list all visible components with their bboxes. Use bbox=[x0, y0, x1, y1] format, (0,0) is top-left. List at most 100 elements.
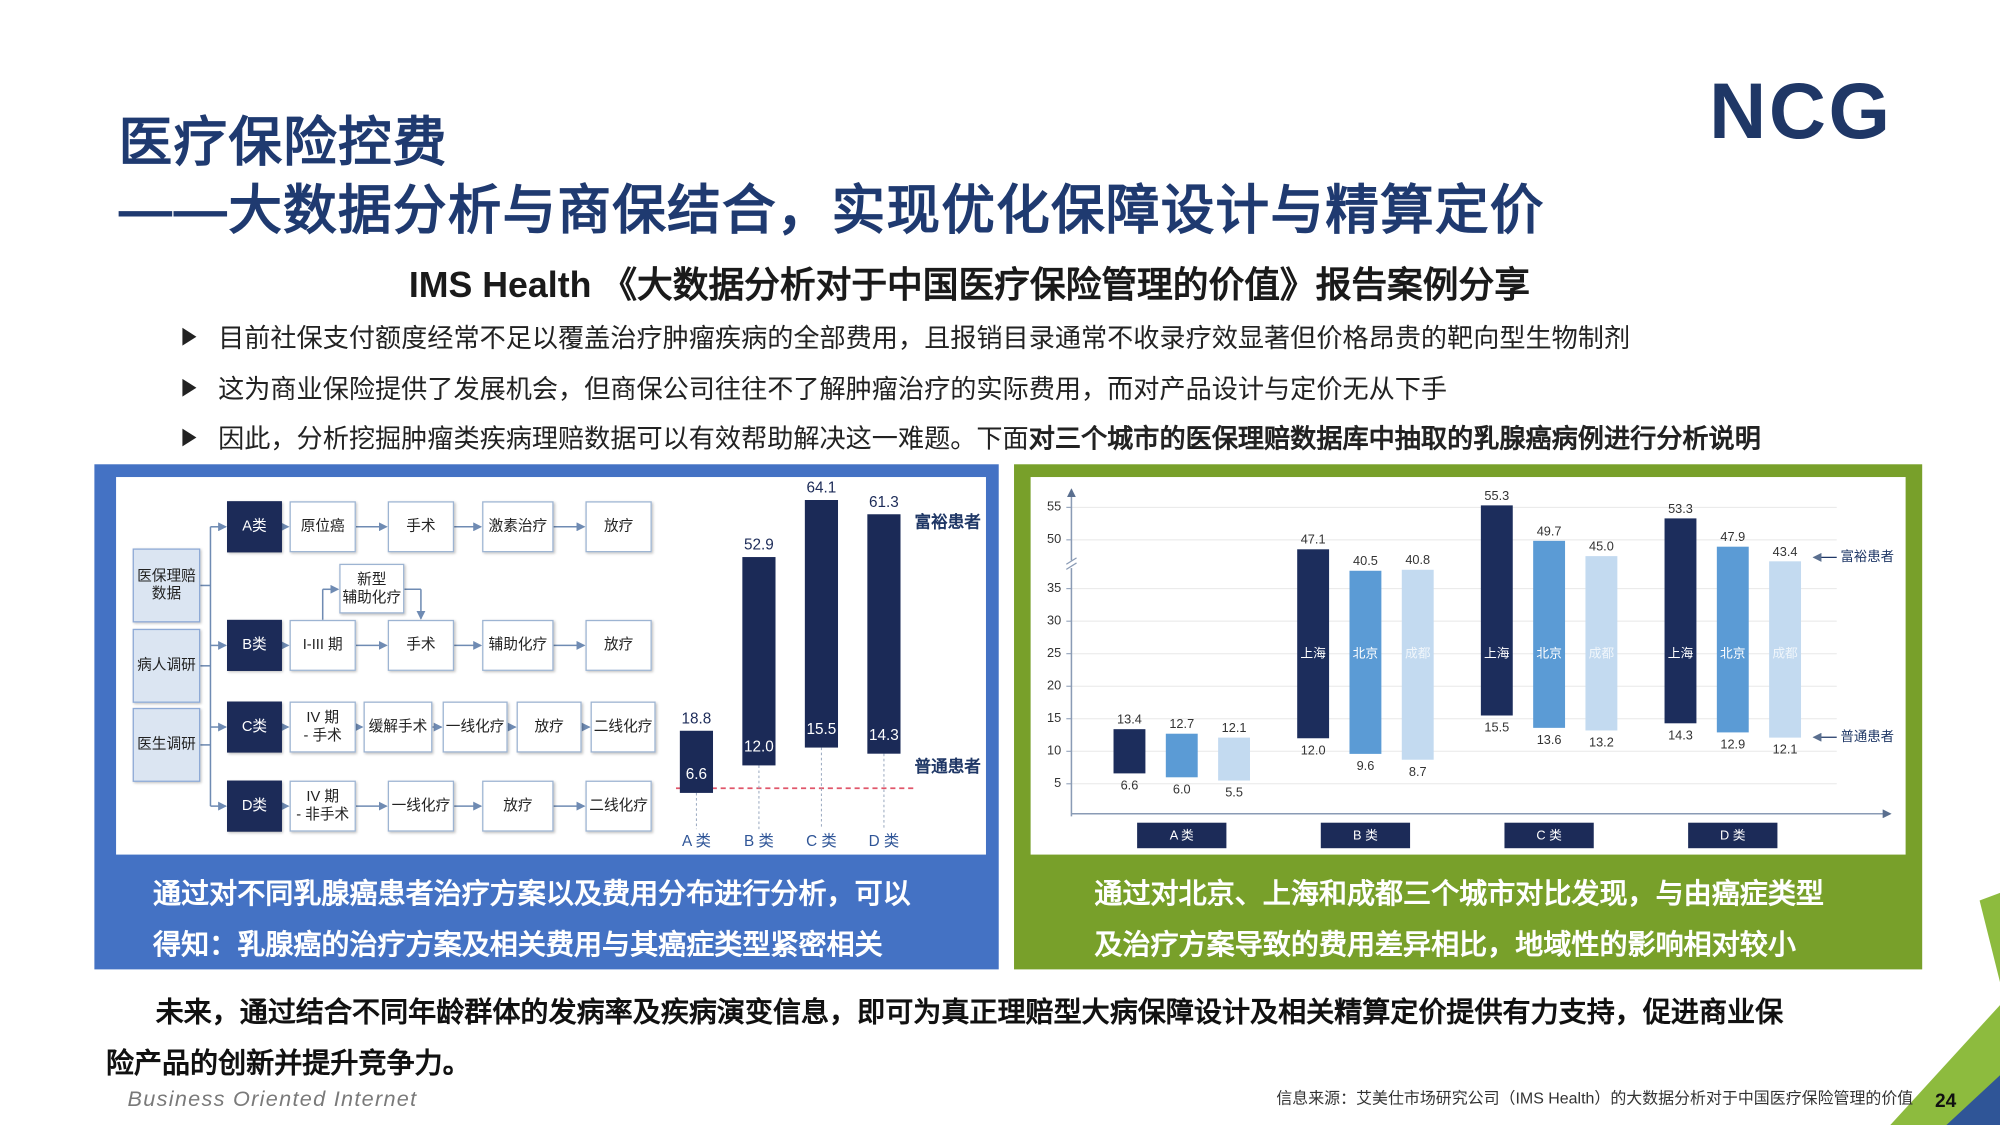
bar bbox=[1349, 570, 1382, 754]
series-label: 北京 bbox=[1720, 646, 1746, 661]
step-box: 一线化疗 bbox=[387, 780, 455, 832]
value-label: 15.5 bbox=[807, 721, 837, 738]
category-box bbox=[1688, 822, 1778, 849]
value-label: 6.6 bbox=[1121, 778, 1139, 793]
source-box: 医生调研 bbox=[132, 707, 201, 782]
bar bbox=[1716, 546, 1749, 733]
category-box: D类 bbox=[227, 780, 282, 832]
category-label: B 类 bbox=[1353, 827, 1378, 842]
value-label: 49.7 bbox=[1537, 523, 1562, 538]
series-label: 成都 bbox=[1772, 646, 1798, 661]
y-tick-label: 20 bbox=[1047, 678, 1061, 693]
category-label: D 类 bbox=[1720, 827, 1746, 842]
caption-line: 通过对不同乳腺癌患者治疗方案以及费用分布进行分析，可以 bbox=[153, 877, 911, 910]
step-box: IV 期 - 手术 bbox=[289, 701, 356, 753]
category-box: A类 bbox=[227, 501, 282, 553]
step-box: 放疗 bbox=[482, 780, 554, 832]
bar bbox=[1664, 518, 1697, 724]
report-title: IMS Health 《大数据分析对于中国医疗保险管理的价值》报告案例分享 bbox=[408, 265, 1530, 305]
step-box: 手术 bbox=[387, 501, 455, 553]
caption-line: 及治疗方案导致的费用差异相比，地域性的影响相对较小 bbox=[1094, 928, 1796, 961]
bullet-marker bbox=[182, 378, 197, 397]
category-label: A 类 bbox=[1170, 827, 1194, 842]
annotation: 富裕患者 bbox=[915, 511, 981, 531]
value-label: 40.5 bbox=[1353, 553, 1378, 568]
step-box: 手术 bbox=[387, 619, 455, 671]
bullet-text: 因此，分析挖掘肿瘤类疾病理赔数据可以有效帮助解决这一难题。下面 bbox=[218, 424, 1029, 455]
category-label: C 类 bbox=[1536, 827, 1562, 842]
step-box: 二线化疗 bbox=[585, 780, 652, 832]
step-box: 二线化疗 bbox=[590, 701, 656, 753]
series-label: 上海 bbox=[1668, 646, 1694, 661]
bullet-marker bbox=[182, 327, 197, 346]
step-box: IV 期 - 非手术 bbox=[289, 780, 356, 832]
axis-break bbox=[1065, 557, 1077, 565]
value-label: 47.1 bbox=[1301, 532, 1326, 547]
step-box: 激素治疗 bbox=[482, 501, 554, 553]
value-label: 47.9 bbox=[1720, 529, 1745, 544]
value-label: 40.8 bbox=[1405, 552, 1430, 567]
step-box: I-III 期 bbox=[289, 619, 356, 671]
value-label: 9.6 bbox=[1357, 758, 1375, 773]
step-box: 一线化疗 bbox=[442, 701, 508, 753]
category-box bbox=[1320, 822, 1411, 849]
bar bbox=[742, 557, 776, 766]
value-label: 43.4 bbox=[1773, 544, 1798, 559]
bullet-marker bbox=[182, 428, 197, 447]
value-label: 12.1 bbox=[1773, 742, 1798, 757]
series-label: 北京 bbox=[1353, 646, 1379, 661]
y-tick-label: 35 bbox=[1047, 580, 1061, 595]
source-box: 医保理赔 数据 bbox=[132, 548, 201, 623]
value-label: 6.6 bbox=[686, 766, 707, 783]
slide-subtitle: ——大数据分析与商保结合，实现优化保障设计与精算定价 bbox=[118, 179, 1545, 240]
value-label: 12.7 bbox=[1169, 716, 1194, 731]
step-box: 新型 辅助化疗 bbox=[339, 563, 405, 614]
slide-title: 医疗保险控费 bbox=[118, 112, 448, 173]
bar bbox=[1769, 561, 1802, 738]
value-label: 45.0 bbox=[1589, 539, 1614, 554]
y-tick-label: 50 bbox=[1047, 531, 1061, 546]
bar bbox=[1480, 505, 1513, 716]
axis-break bbox=[1065, 562, 1077, 570]
value-label: 14.3 bbox=[869, 727, 899, 744]
axis-break-gap bbox=[1066, 560, 1077, 569]
value-label: 6.0 bbox=[1173, 781, 1191, 796]
bar bbox=[867, 514, 901, 754]
bullet-emphasis: 对三个城市的医保理赔数据库中抽取的乳腺癌病例进行分析说明 bbox=[1028, 424, 1761, 455]
y-tick-label: 15 bbox=[1047, 710, 1061, 725]
bar bbox=[1297, 549, 1330, 739]
corner-decoration bbox=[1979, 892, 2000, 983]
series-label: 上海 bbox=[1300, 646, 1326, 661]
tagline: Business Oriented Internet bbox=[127, 1086, 418, 1111]
value-label: 12.0 bbox=[744, 739, 774, 756]
value-label: 8.7 bbox=[1409, 764, 1427, 779]
value-label: 14.3 bbox=[1668, 727, 1693, 742]
category-box bbox=[1504, 822, 1594, 849]
bar bbox=[1533, 540, 1566, 728]
step-box: 放疗 bbox=[585, 501, 652, 553]
page-number: 24 bbox=[1934, 1090, 1957, 1113]
bar bbox=[679, 730, 714, 793]
y-tick-label: 55 bbox=[1047, 499, 1061, 514]
step-box: 辅助化疗 bbox=[482, 619, 554, 671]
value-label: 13.6 bbox=[1537, 732, 1562, 747]
y-tick-label: 5 bbox=[1054, 775, 1061, 790]
value-label: 15.5 bbox=[1484, 720, 1509, 735]
value-label: 18.8 bbox=[682, 710, 712, 727]
step-box: 缓解手术 bbox=[363, 701, 433, 753]
source-box: 病人调研 bbox=[132, 628, 201, 703]
corner-decoration bbox=[1890, 1005, 2000, 1125]
y-tick-label: 30 bbox=[1047, 613, 1061, 628]
category-box bbox=[1137, 822, 1227, 849]
bar bbox=[804, 499, 839, 748]
annotation: 普通患者 bbox=[1841, 729, 1895, 744]
series-label: 上海 bbox=[1484, 646, 1510, 661]
bullet-text: 这为商业保险提供了发展机会，但商保公司往往不了解肿瘤治疗的实际费用，而对产品设计… bbox=[218, 374, 1448, 404]
bar bbox=[1113, 729, 1146, 774]
caption-line: 得知：乳腺癌的治疗方案及相关费用与其癌症类型紧密相关 bbox=[153, 928, 883, 961]
annotation: 普通患者 bbox=[915, 756, 981, 776]
value-label: 53.3 bbox=[1668, 501, 1693, 516]
series-label: 成都 bbox=[1405, 646, 1431, 661]
